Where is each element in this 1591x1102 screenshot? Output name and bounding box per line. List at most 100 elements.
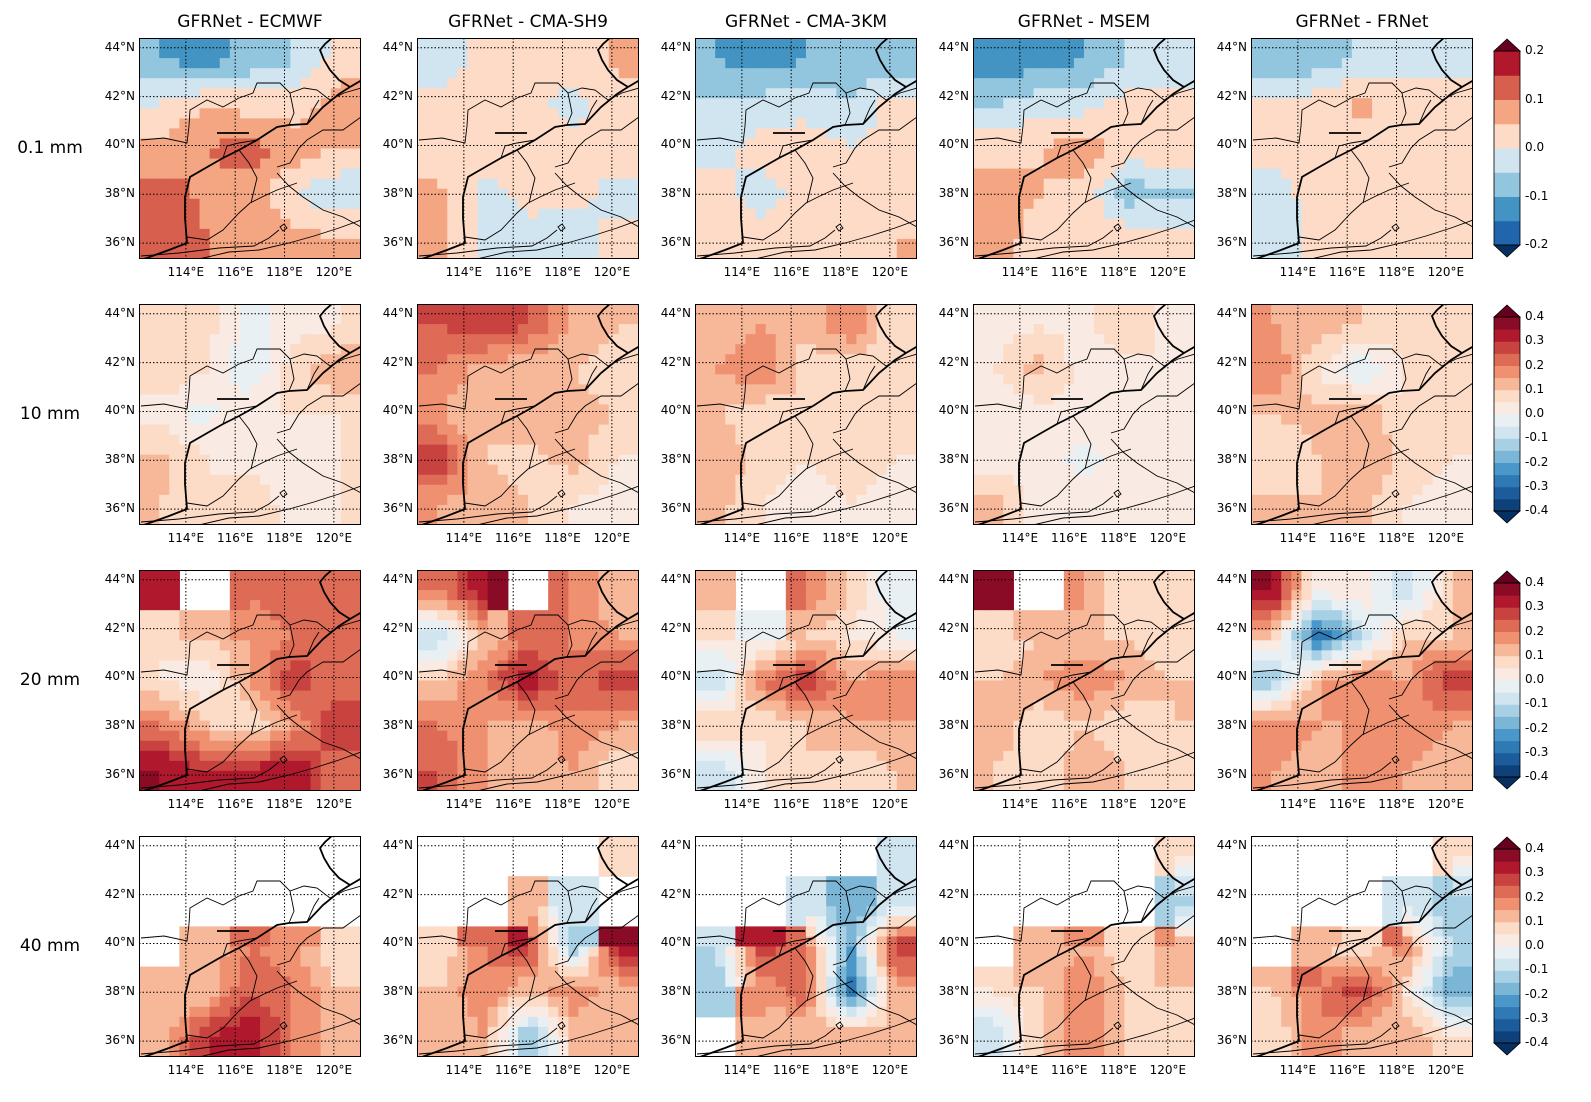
province-boundary bbox=[198, 485, 361, 525]
contour-cell bbox=[1291, 128, 1303, 140]
contour-cell bbox=[886, 158, 898, 170]
contour-cell bbox=[1362, 68, 1373, 79]
contour-cell bbox=[715, 344, 726, 355]
contour-cell bbox=[1094, 148, 1105, 160]
contour-cell bbox=[467, 424, 479, 436]
contour-cell bbox=[239, 314, 251, 325]
contour-cell bbox=[149, 248, 160, 259]
contour-cell bbox=[715, 484, 726, 496]
contour-cell bbox=[1462, 434, 1473, 446]
contour-cell bbox=[866, 148, 878, 160]
contour-cell bbox=[1261, 98, 1272, 109]
contour-cell bbox=[1271, 158, 1282, 170]
contour-cell bbox=[1331, 334, 1343, 345]
contour-cell bbox=[806, 514, 817, 525]
contour-cell bbox=[695, 148, 706, 160]
contour-cell bbox=[1033, 118, 1045, 130]
contour-cell bbox=[695, 374, 706, 385]
contour-cell bbox=[229, 38, 241, 49]
contour-cell bbox=[179, 68, 191, 79]
contour-cell bbox=[1402, 98, 1414, 109]
contour-cell bbox=[1412, 88, 1424, 99]
contour-cell bbox=[340, 148, 352, 160]
province-boundary bbox=[974, 229, 1114, 257]
contour-cell bbox=[437, 494, 448, 506]
contour-cell bbox=[1311, 424, 1323, 436]
contour-cell bbox=[1462, 128, 1473, 140]
colorbar-tick-label: 0.2 bbox=[1525, 43, 1545, 57]
contour-cell bbox=[558, 128, 569, 140]
contour-cell bbox=[1084, 248, 1095, 259]
contour-cell bbox=[528, 158, 539, 170]
contour-cell bbox=[270, 364, 281, 375]
contour-cell bbox=[886, 384, 898, 396]
contour-cell bbox=[993, 68, 1004, 79]
contour-cell bbox=[209, 78, 221, 89]
contour-cell bbox=[1154, 334, 1166, 345]
contour-cell bbox=[1351, 38, 1363, 49]
contour-cell bbox=[280, 58, 291, 69]
contour-cell bbox=[1412, 188, 1424, 200]
contour-cell bbox=[568, 128, 580, 140]
contour-cell bbox=[1372, 58, 1383, 69]
contour-cell bbox=[1301, 394, 1313, 406]
contour-cell bbox=[886, 78, 898, 89]
lat-tick-label: 44°N bbox=[660, 305, 691, 320]
contour-cell bbox=[417, 514, 428, 525]
contour-cell bbox=[1382, 304, 1393, 315]
contour-cell bbox=[1351, 88, 1363, 99]
contour-cell bbox=[705, 324, 716, 335]
contour-cell bbox=[628, 454, 639, 466]
contour-cell bbox=[219, 444, 231, 456]
contour-cell bbox=[1372, 178, 1383, 190]
coastline bbox=[1152, 38, 1185, 88]
province-boundary bbox=[1020, 182, 1132, 241]
contour-cell bbox=[896, 248, 908, 259]
contour-cell bbox=[300, 414, 312, 426]
contour-cell bbox=[1251, 108, 1262, 119]
lat-tick-label: 38°N bbox=[104, 186, 135, 201]
contour-cell bbox=[1003, 238, 1014, 250]
contour-cell bbox=[139, 354, 150, 365]
contour-cell bbox=[765, 238, 777, 250]
contour-cell bbox=[973, 444, 984, 456]
contour-cell bbox=[169, 138, 180, 150]
contour-cell bbox=[538, 514, 549, 525]
contour-cell bbox=[250, 414, 261, 426]
contour-cell bbox=[1412, 208, 1424, 220]
contour-cell bbox=[705, 494, 716, 506]
contour-cell bbox=[993, 118, 1004, 130]
contour-cell bbox=[487, 38, 499, 49]
contour-cell bbox=[993, 404, 1004, 416]
contour-cell bbox=[1281, 374, 1292, 385]
contour-cell bbox=[628, 504, 639, 516]
contour-cell bbox=[806, 504, 817, 516]
contour-cell bbox=[816, 474, 827, 486]
contour-cell bbox=[608, 138, 620, 150]
contour-cell bbox=[1251, 188, 1262, 200]
contour-cell bbox=[1184, 494, 1195, 506]
contour-cell bbox=[745, 334, 757, 345]
contour-cell bbox=[427, 424, 438, 436]
contour-cell bbox=[330, 384, 342, 396]
contour-cell bbox=[149, 48, 160, 59]
contour-cell bbox=[447, 108, 458, 119]
contour-cell bbox=[695, 344, 706, 355]
contour-cell bbox=[179, 324, 191, 335]
contour-cell bbox=[189, 118, 201, 130]
contour-cell bbox=[826, 514, 837, 525]
contour-cell bbox=[886, 394, 898, 406]
contour-cell bbox=[1321, 208, 1333, 220]
contour-cell bbox=[795, 414, 807, 426]
contour-cell bbox=[836, 78, 847, 89]
column-title: GFRNet - CMA-3KM bbox=[724, 12, 888, 32]
contour-cell bbox=[467, 248, 479, 259]
contour-cell bbox=[735, 384, 747, 396]
contour-cell bbox=[270, 494, 281, 506]
contour-cell bbox=[1003, 138, 1014, 150]
contour-cell bbox=[568, 108, 580, 119]
lat-tick-label: 38°N bbox=[382, 186, 413, 201]
contour-cell bbox=[350, 304, 361, 315]
contour-cell bbox=[1134, 404, 1146, 416]
contour-cell bbox=[477, 38, 489, 49]
